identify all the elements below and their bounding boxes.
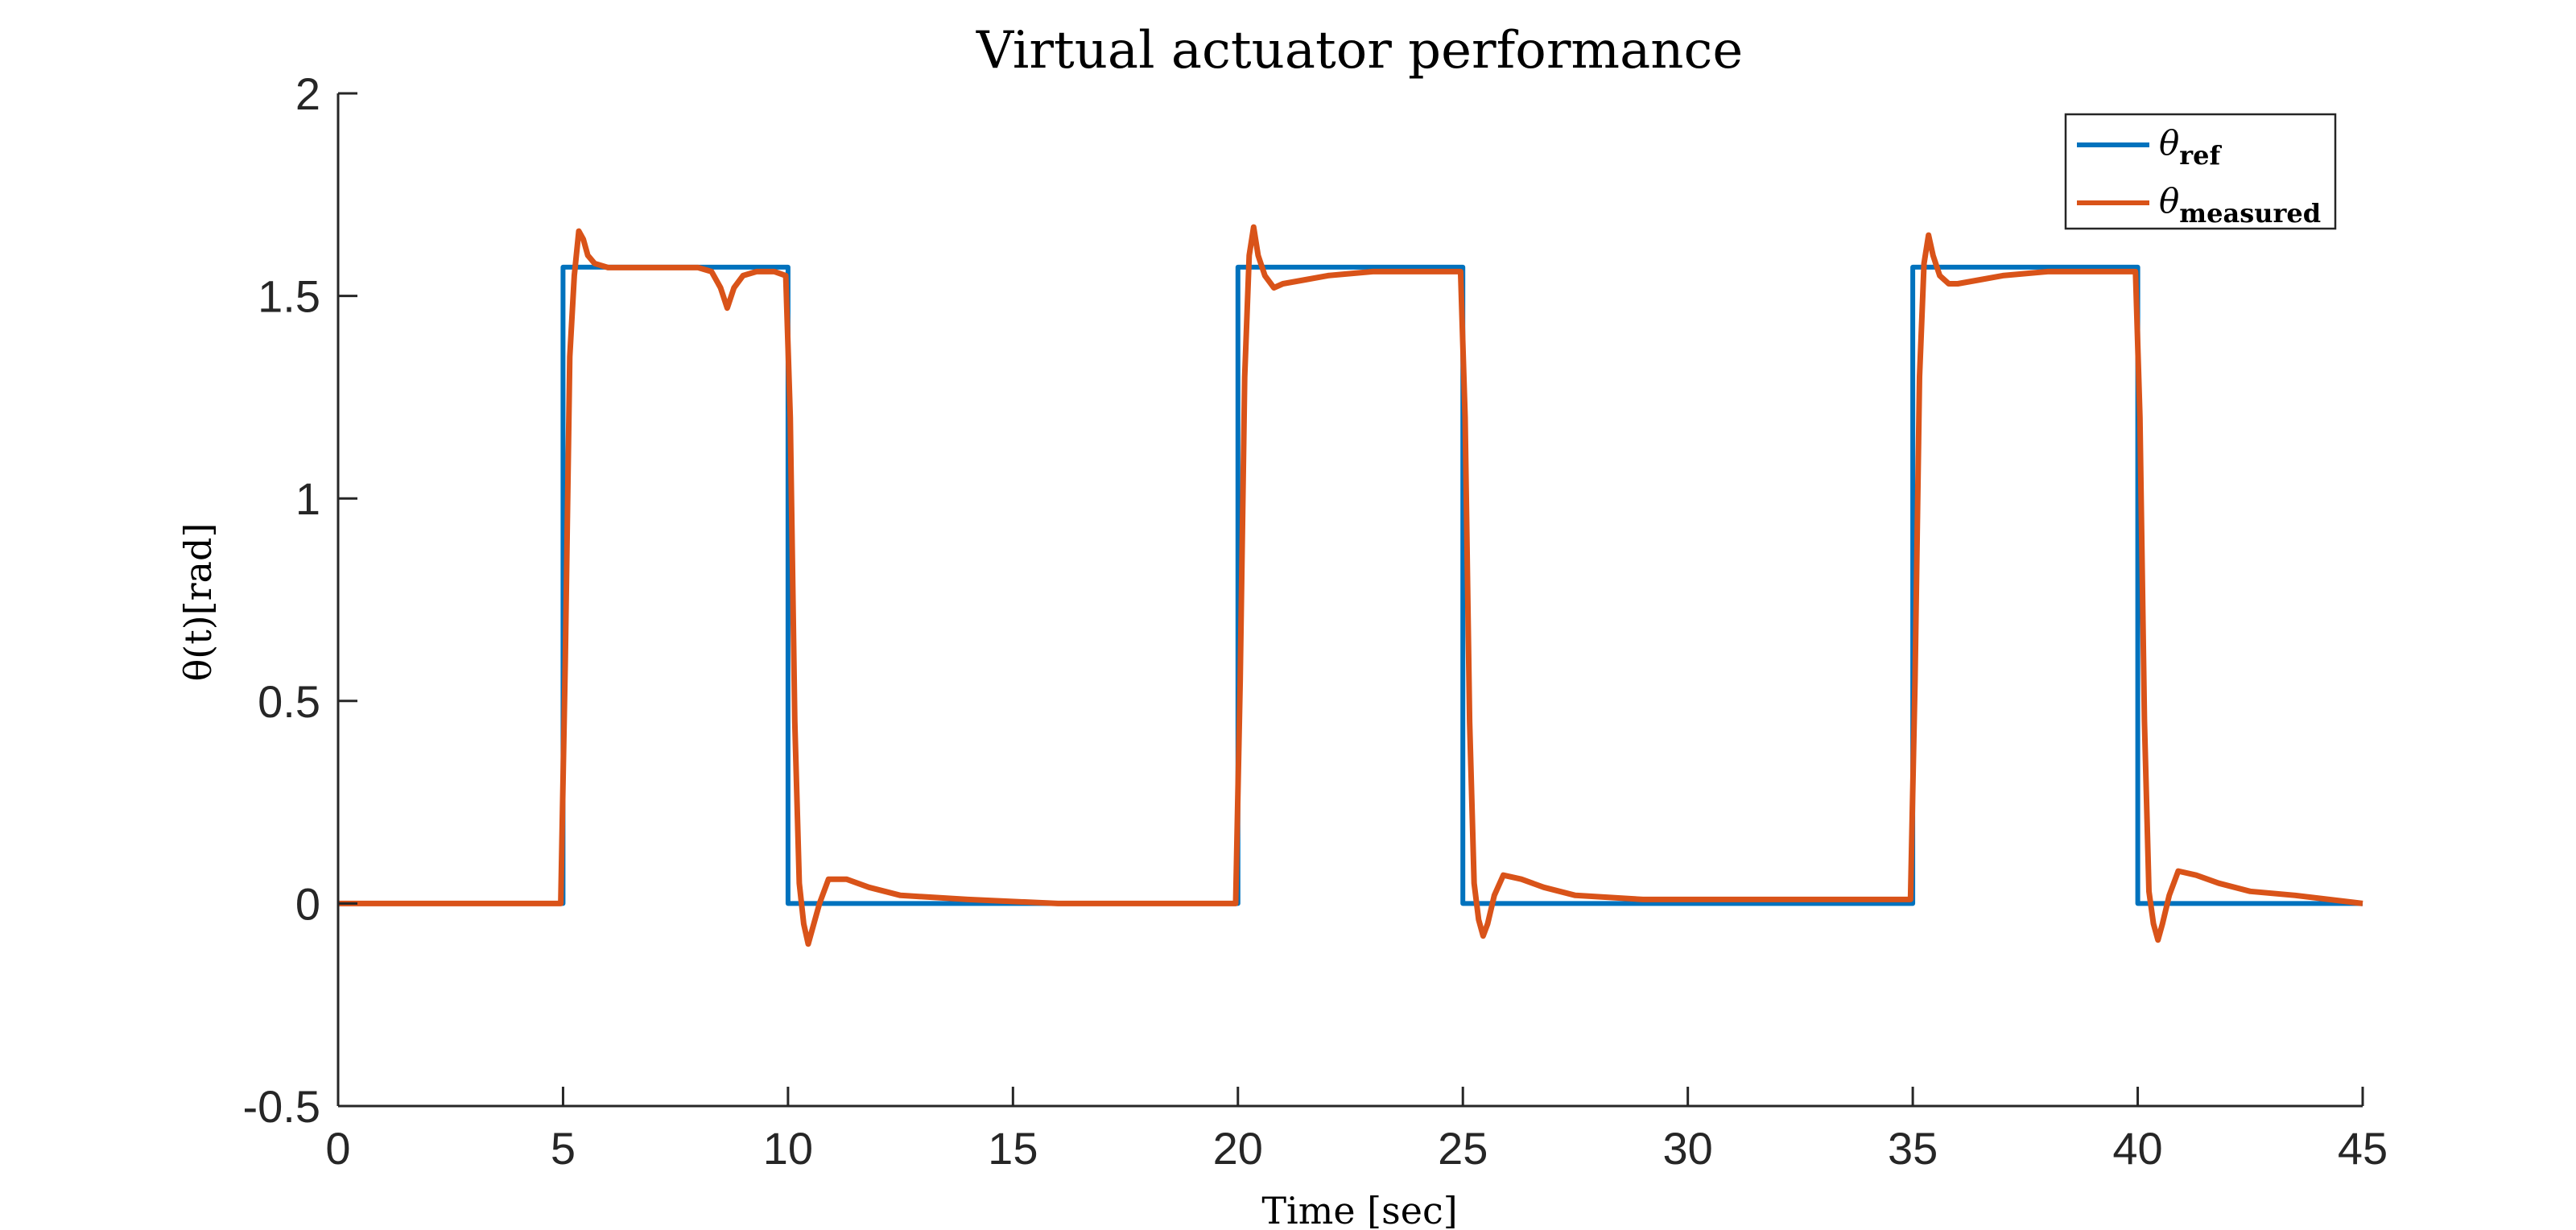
- chart-title: Virtual actuator performance: [976, 21, 1743, 80]
- legend-box: [2064, 113, 2337, 230]
- y-axis-label: θ(t)[rad]: [176, 523, 220, 682]
- legend-entry-label: θmeasured: [2159, 181, 2321, 229]
- legend: θref θmeasured: [2064, 113, 2337, 230]
- x-tick-label: 15: [988, 1123, 1038, 1174]
- x-tick-label: 40: [2112, 1123, 2162, 1174]
- x-tick-label: 25: [1438, 1123, 1488, 1174]
- y-tick-label: 0: [295, 878, 320, 929]
- y-tick-label: 2: [295, 68, 320, 119]
- legend-entry-label: θref: [2159, 123, 2223, 171]
- series-line-measured: [338, 224, 2363, 947]
- y-tick-label: 1: [295, 473, 320, 524]
- plot-area: [338, 224, 2363, 947]
- x-axis-label: Time [sec]: [1261, 1189, 1457, 1230]
- x-tick-label: 45: [2338, 1123, 2388, 1174]
- x-tick-label: 20: [1213, 1123, 1263, 1174]
- x-tick-label: 10: [763, 1123, 813, 1174]
- x-tick-label: 35: [1888, 1123, 1938, 1174]
- axes: 0 5 10 15 20 25 30 35 40 45-0.500.511.52: [243, 68, 2388, 1174]
- series-line-ref: [338, 264, 2363, 906]
- y-tick-label: 0.5: [258, 676, 320, 727]
- y-tick-label: -0.5: [243, 1081, 321, 1132]
- y-tick-label: 1.5: [258, 271, 320, 322]
- x-tick-label: 5: [551, 1123, 576, 1174]
- x-tick-label: 0: [325, 1123, 350, 1174]
- x-tick-label: 30: [1663, 1123, 1713, 1174]
